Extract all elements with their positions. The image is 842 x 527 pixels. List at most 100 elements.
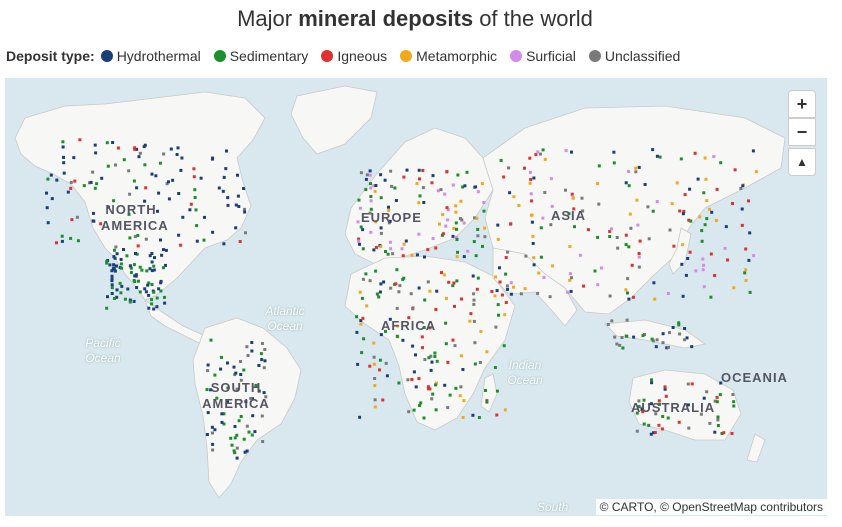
- deposit-marker[interactable]: [179, 168, 183, 172]
- deposit-marker[interactable]: [72, 156, 76, 160]
- deposit-marker[interactable]: [596, 283, 600, 287]
- deposit-marker[interactable]: [751, 149, 755, 153]
- deposit-marker[interactable]: [220, 355, 223, 359]
- deposit-marker[interactable]: [401, 338, 405, 342]
- deposit-marker[interactable]: [627, 245, 631, 249]
- deposit-marker[interactable]: [244, 231, 247, 235]
- deposit-marker[interactable]: [108, 263, 112, 267]
- deposit-marker[interactable]: [180, 156, 184, 160]
- deposit-marker[interactable]: [530, 220, 534, 224]
- deposit-marker[interactable]: [724, 225, 728, 229]
- deposit-marker[interactable]: [689, 219, 693, 223]
- deposit-marker[interactable]: [596, 235, 600, 239]
- deposit-marker[interactable]: [226, 386, 230, 390]
- deposit-marker[interactable]: [93, 186, 97, 190]
- deposit-marker[interactable]: [153, 256, 156, 260]
- deposit-marker[interactable]: [660, 427, 664, 431]
- deposit-marker[interactable]: [655, 154, 659, 158]
- deposit-marker[interactable]: [397, 290, 401, 294]
- deposit-marker[interactable]: [496, 303, 500, 307]
- deposit-marker[interactable]: [220, 420, 224, 424]
- deposit-marker[interactable]: [359, 319, 363, 323]
- deposit-marker[interactable]: [508, 191, 512, 195]
- deposit-marker[interactable]: [506, 250, 510, 254]
- deposit-marker[interactable]: [395, 306, 399, 310]
- deposit-marker[interactable]: [702, 191, 706, 195]
- deposit-marker[interactable]: [651, 148, 655, 152]
- deposit-marker[interactable]: [239, 373, 243, 376]
- deposit-marker[interactable]: [112, 266, 116, 270]
- deposit-marker[interactable]: [485, 400, 489, 404]
- deposit-marker[interactable]: [146, 283, 150, 287]
- deposit-marker[interactable]: [152, 307, 156, 311]
- deposit-marker[interactable]: [244, 400, 248, 404]
- deposit-marker[interactable]: [368, 279, 372, 283]
- deposit-marker[interactable]: [472, 292, 476, 296]
- deposit-marker[interactable]: [448, 393, 452, 397]
- deposit-marker[interactable]: [504, 301, 508, 304]
- deposit-marker[interactable]: [210, 425, 214, 429]
- deposit-marker[interactable]: [657, 423, 661, 427]
- deposit-marker[interactable]: [245, 424, 249, 428]
- deposit-marker[interactable]: [747, 199, 750, 203]
- deposit-marker[interactable]: [456, 250, 459, 254]
- deposit-marker[interactable]: [362, 337, 366, 341]
- deposit-marker[interactable]: [120, 266, 123, 270]
- deposit-marker[interactable]: [358, 206, 362, 210]
- deposit-marker[interactable]: [192, 167, 196, 171]
- deposit-marker[interactable]: [69, 180, 73, 184]
- deposit-marker[interactable]: [123, 297, 127, 301]
- deposit-marker[interactable]: [388, 219, 392, 223]
- deposit-marker[interactable]: [242, 187, 246, 190]
- deposit-marker[interactable]: [434, 308, 438, 311]
- deposit-marker[interactable]: [423, 298, 427, 302]
- deposit-marker[interactable]: [719, 161, 723, 165]
- deposit-marker[interactable]: [426, 248, 430, 252]
- deposit-marker[interactable]: [119, 258, 123, 261]
- deposit-marker[interactable]: [159, 289, 163, 293]
- deposit-marker[interactable]: [400, 247, 404, 251]
- deposit-marker[interactable]: [748, 290, 752, 294]
- deposit-marker[interactable]: [572, 207, 576, 211]
- deposit-marker[interactable]: [94, 151, 98, 155]
- deposit-marker[interactable]: [156, 209, 159, 213]
- deposit-marker[interactable]: [643, 183, 647, 186]
- deposit-marker[interactable]: [624, 243, 628, 247]
- deposit-marker[interactable]: [373, 398, 377, 402]
- deposit-marker[interactable]: [364, 188, 368, 191]
- deposit-marker[interactable]: [361, 247, 365, 251]
- deposit-marker[interactable]: [681, 294, 685, 298]
- deposit-marker[interactable]: [651, 339, 655, 343]
- deposit-marker[interactable]: [135, 147, 139, 151]
- deposit-marker[interactable]: [373, 405, 377, 409]
- deposit-marker[interactable]: [365, 173, 369, 177]
- deposit-marker[interactable]: [490, 290, 494, 293]
- deposit-marker[interactable]: [451, 284, 455, 288]
- deposit-marker[interactable]: [385, 374, 389, 378]
- deposit-marker[interactable]: [468, 319, 472, 323]
- deposit-marker[interactable]: [379, 196, 383, 200]
- deposit-marker[interactable]: [233, 451, 237, 455]
- deposit-marker[interactable]: [684, 273, 688, 277]
- deposit-marker[interactable]: [668, 331, 671, 335]
- deposit-marker[interactable]: [157, 287, 161, 291]
- deposit-marker[interactable]: [164, 263, 167, 267]
- deposit-marker[interactable]: [483, 226, 487, 230]
- deposit-marker[interactable]: [257, 389, 261, 393]
- zoom-in-button[interactable]: +: [788, 90, 816, 118]
- deposit-marker[interactable]: [747, 258, 751, 262]
- deposit-marker[interactable]: [434, 383, 438, 387]
- deposit-marker[interactable]: [129, 266, 133, 270]
- deposit-marker[interactable]: [46, 221, 50, 225]
- deposit-marker[interactable]: [700, 229, 704, 233]
- deposit-marker[interactable]: [701, 257, 705, 261]
- deposit-marker[interactable]: [393, 186, 397, 190]
- deposit-marker[interactable]: [377, 295, 381, 299]
- deposit-marker[interactable]: [536, 150, 540, 154]
- deposit-marker[interactable]: [454, 210, 458, 214]
- deposit-marker[interactable]: [386, 252, 390, 256]
- deposit-marker[interactable]: [580, 196, 584, 200]
- deposit-marker[interactable]: [152, 290, 156, 294]
- deposit-marker[interactable]: [364, 177, 368, 181]
- deposit-marker[interactable]: [636, 223, 640, 227]
